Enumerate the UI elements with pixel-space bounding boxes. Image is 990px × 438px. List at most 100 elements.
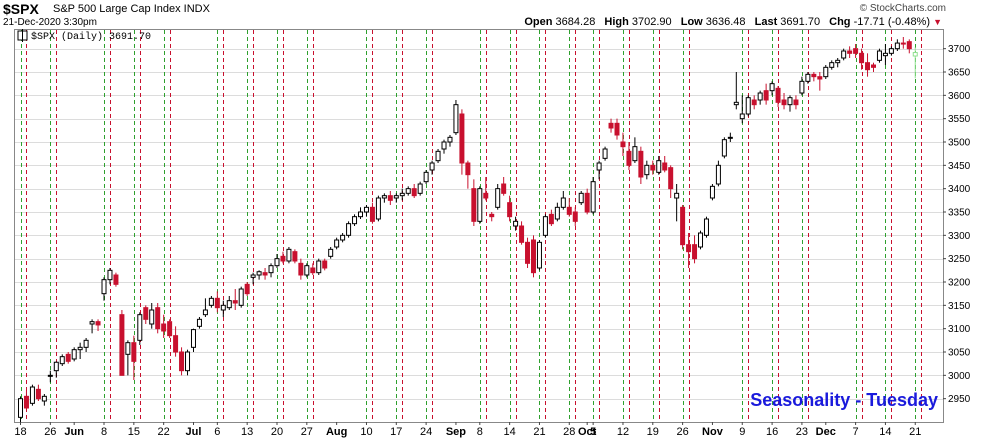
candle-body <box>596 162 602 171</box>
x-tick-label: 12 <box>617 426 629 438</box>
candle-body <box>358 211 364 218</box>
candle-body <box>853 48 859 54</box>
candle-body <box>536 241 542 269</box>
candle-body <box>519 225 525 243</box>
candle-body <box>513 220 519 227</box>
candle-body <box>560 197 566 208</box>
candle-body <box>835 59 841 64</box>
chg-label: Chg <box>829 16 851 28</box>
candle-body <box>262 272 268 276</box>
candle-body <box>584 192 590 213</box>
x-tick-label: 6 <box>214 426 220 438</box>
candle-body <box>554 206 560 220</box>
candle-body <box>865 62 871 71</box>
candle-body <box>530 239 536 274</box>
low-label: Low <box>680 16 703 28</box>
candle-body <box>220 304 226 311</box>
x-tick-label: 27 <box>301 426 313 438</box>
candle-body <box>244 283 250 295</box>
candle-body <box>322 260 328 269</box>
candle-body <box>632 146 638 162</box>
candle-body <box>859 52 865 64</box>
quote-date: 21-Dec-2020 3:30pm <box>3 17 97 28</box>
candle-body <box>566 206 572 215</box>
candle-body <box>626 150 632 166</box>
x-tick-label: 7 <box>853 426 859 438</box>
x-tick-label: 21 <box>909 426 921 438</box>
candle-body <box>41 395 47 402</box>
candle-body <box>847 50 853 54</box>
candle-body <box>799 80 805 94</box>
seasonality-annotation: Seasonality - Tuesday <box>750 390 938 410</box>
x-tick-label: 15 <box>128 426 140 438</box>
x-tick-label: 8 <box>101 426 107 438</box>
candle-body <box>113 274 119 285</box>
high-label: High <box>604 16 629 28</box>
candle-body <box>507 202 513 218</box>
y-tick-label: 3150 <box>948 301 971 312</box>
candle-body <box>638 150 644 178</box>
candle-body <box>793 99 799 106</box>
candle-body <box>304 265 310 276</box>
candle-body <box>668 167 674 190</box>
open-label: Open <box>524 16 553 28</box>
candle-body <box>292 251 298 262</box>
candle-body <box>882 52 888 57</box>
y-tick-label: 3400 <box>948 184 971 195</box>
candle-body <box>823 66 829 78</box>
low-value: 3636.48 <box>705 16 746 28</box>
candle-body <box>334 239 340 248</box>
y-tick-label: 3700 <box>948 44 971 55</box>
candle-body <box>578 192 584 204</box>
candle-body <box>590 181 596 213</box>
candle-body <box>179 351 185 372</box>
candle-body <box>18 398 23 418</box>
candle-body <box>745 97 751 115</box>
candle-body <box>238 288 244 306</box>
x-tick-label: 9 <box>739 426 745 438</box>
candle-body <box>620 141 626 148</box>
candles <box>18 37 918 422</box>
candle-body <box>870 64 876 68</box>
candle-body <box>71 349 77 360</box>
candle-body <box>900 42 906 45</box>
candle-body <box>77 346 83 351</box>
candle-body <box>95 321 101 326</box>
y-tick-label: 3600 <box>948 91 971 102</box>
candle-body <box>411 188 417 197</box>
plot-frame <box>14 29 944 423</box>
candle-body <box>29 386 35 404</box>
candle-body <box>662 162 668 171</box>
candle-body <box>483 192 489 199</box>
candle-body <box>656 160 662 173</box>
y-tick-label: 3250 <box>948 254 971 265</box>
candle-body <box>763 90 769 101</box>
candle-body <box>787 97 793 106</box>
candle-body <box>703 218 709 236</box>
candle-body <box>888 48 894 54</box>
x-tick-label: 14 <box>504 426 516 438</box>
candle-body <box>876 50 882 61</box>
x-tick-label: 13 <box>241 426 253 438</box>
y-tick-label: 3100 <box>948 324 971 335</box>
legend-text: $SPX (Daily) 3691.70 <box>31 31 151 43</box>
candle-body <box>709 185 715 199</box>
candle-body <box>501 183 507 194</box>
x-tick-label: Jul <box>186 426 202 438</box>
candle-body <box>680 206 686 246</box>
candle-body <box>274 258 280 267</box>
y-tick-label: 3200 <box>948 278 971 289</box>
last-value: 3691.70 <box>780 16 821 28</box>
x-tick-label: Dec <box>816 426 836 438</box>
last-label: Last <box>754 16 778 28</box>
candle-body <box>614 122 620 136</box>
candle-body <box>47 374 53 377</box>
candle-body <box>316 260 322 274</box>
candle-body <box>149 309 155 325</box>
candle-body <box>525 241 531 264</box>
candle-body <box>107 269 113 281</box>
candle-body <box>423 171 429 183</box>
x-tick-label: 22 <box>158 426 170 438</box>
candle-body <box>232 300 238 304</box>
